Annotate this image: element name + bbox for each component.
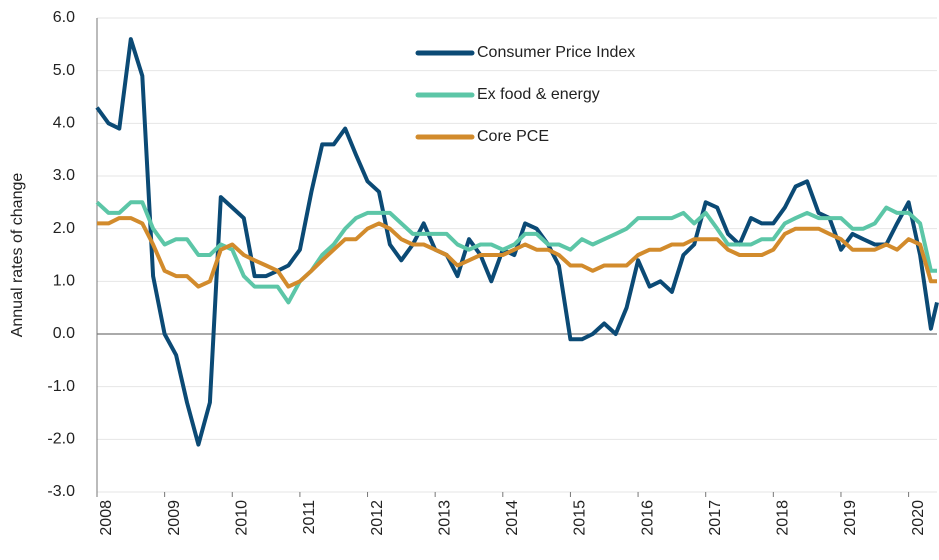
legend-label: Consumer Price Index <box>477 44 635 61</box>
legend-label: Core PCE <box>477 128 549 145</box>
x-tick-label: 2013 <box>436 500 453 536</box>
x-tick-label: 2018 <box>775 500 792 536</box>
y-tick-label: 2.0 <box>53 220 75 237</box>
x-tick-label: 2014 <box>504 500 521 536</box>
y-tick-label: -2.0 <box>47 431 75 448</box>
y-tick-label: -3.0 <box>47 483 75 500</box>
y-tick-label: 1.0 <box>53 273 75 290</box>
y-axis-label: Annual rates of change <box>9 173 26 338</box>
y-tick-label: 0.0 <box>53 325 75 342</box>
x-tick-label: 2010 <box>233 500 250 536</box>
x-tick-label: 2009 <box>166 500 183 536</box>
x-tick-label: 2011 <box>301 500 318 535</box>
x-tick-label: 2012 <box>369 500 386 536</box>
series-line <box>95 200 937 305</box>
x-tick-label: 2019 <box>842 500 859 536</box>
y-tick-label: -1.0 <box>47 378 75 395</box>
series-line <box>97 216 937 289</box>
x-tick-label: 2017 <box>707 500 724 536</box>
x-tick-label: 2015 <box>572 500 589 536</box>
x-tick-label: 2008 <box>98 500 115 536</box>
y-tick-label: 5.0 <box>53 62 75 79</box>
x-tick-label: 2016 <box>639 500 656 536</box>
y-tick-label: 3.0 <box>53 167 75 184</box>
legend-label: Ex food & energy <box>477 86 600 103</box>
x-tick-label: 2020 <box>910 500 927 536</box>
y-tick-label: 6.0 <box>53 9 75 26</box>
y-tick-label: 4.0 <box>53 115 75 132</box>
